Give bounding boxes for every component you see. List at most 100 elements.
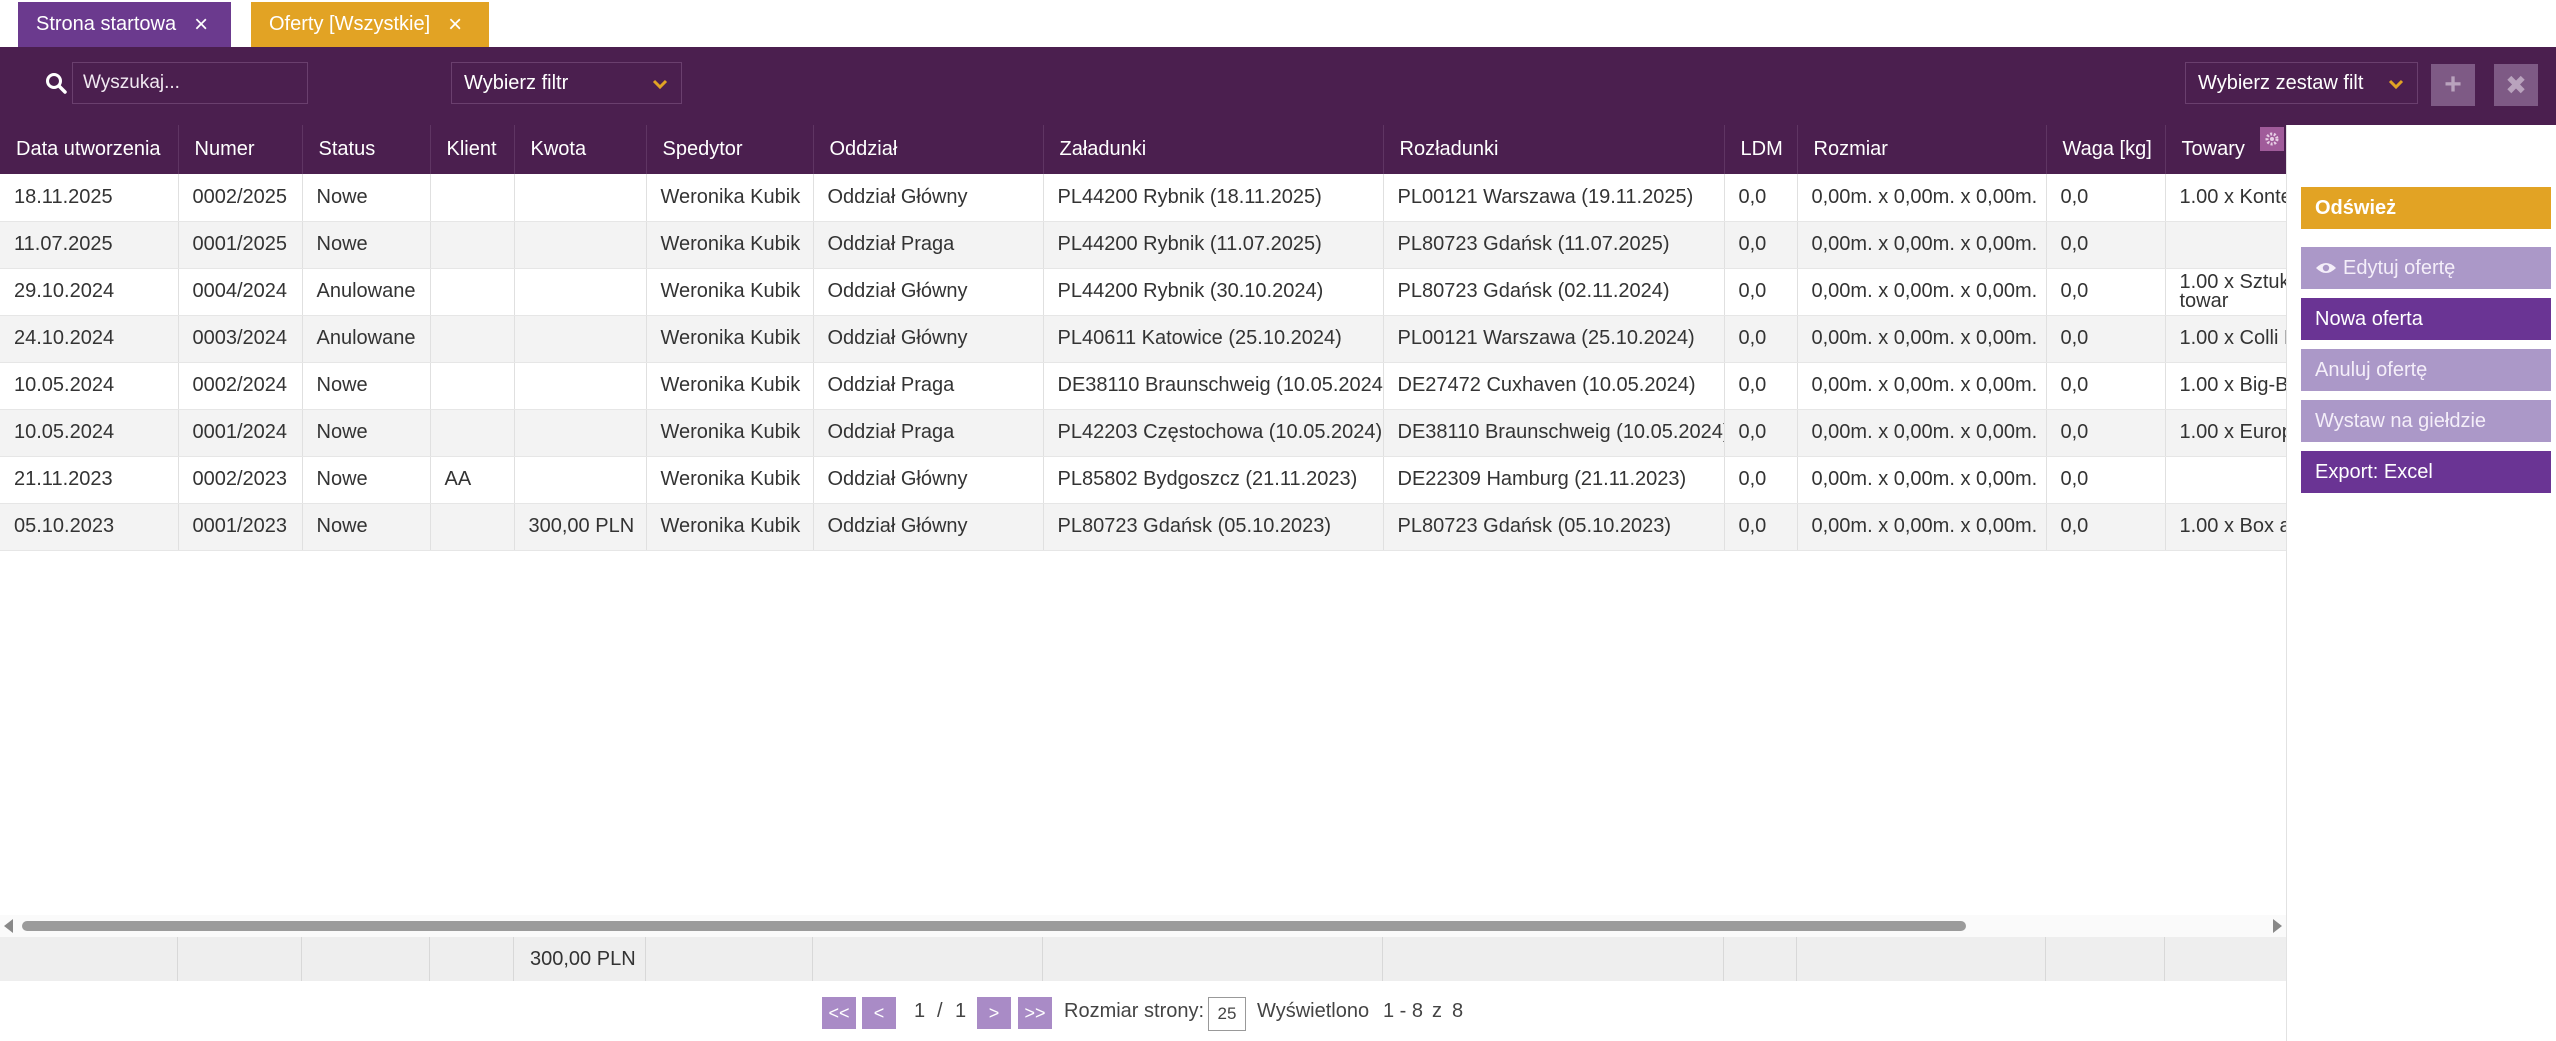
table-cell: 0,00m. x 0,00m. x 0,00m. bbox=[1797, 221, 2047, 269]
table-cell: AA bbox=[430, 456, 515, 504]
table-cell: 10.05.2024 bbox=[0, 362, 179, 410]
table-cell: DE22309 Hamburg (21.11.2023) bbox=[1383, 456, 1725, 504]
table-row[interactable]: 10.05.2024 0002/2024 Nowe Weronika Kubik Odd… bbox=[0, 362, 2286, 410]
column-header[interactable]: Status bbox=[302, 125, 431, 174]
shown-range: 1 - 8 bbox=[1383, 1000, 1424, 1022]
gear-icon[interactable] bbox=[2260, 127, 2284, 151]
column-header[interactable]: LDM bbox=[1724, 125, 1798, 174]
column-header[interactable]: Oddział bbox=[813, 125, 1044, 174]
page-size-input[interactable]: 25 bbox=[1208, 997, 1246, 1031]
tab-bar: Strona startowa × Oferty [Wszystkie] × bbox=[0, 0, 2556, 47]
scrollbar-thumb[interactable] bbox=[22, 921, 1966, 931]
table-cell bbox=[514, 268, 647, 316]
close-icon[interactable]: × bbox=[448, 10, 463, 38]
add-filterset-button[interactable]: + bbox=[2431, 64, 2475, 106]
table-row[interactable]: 05.10.2023 0001/2023 Nowe 300,00 PLN Weronik… bbox=[0, 503, 2286, 551]
chevron-down-icon bbox=[652, 79, 668, 90]
table-cell: 300,00 PLN bbox=[514, 503, 647, 551]
table-cell: 0,0 bbox=[1724, 456, 1798, 504]
actions-panel: Odśwież Edytuj ofertę Nowa oferta Anuluj… bbox=[2286, 125, 2556, 1041]
cancel-offer-label: Anuluj ofertę bbox=[2315, 358, 2428, 381]
table-cell bbox=[430, 221, 515, 269]
table-cell: PL80723 Gdańsk (05.10.2023) bbox=[1383, 503, 1725, 551]
table-cell: 0001/2024 bbox=[178, 409, 303, 457]
table-row[interactable]: 11.07.2025 0001/2025 Nowe Weronika Kubik Odd… bbox=[0, 221, 2286, 269]
table-cell: 1.00 x Sztuki towar bbox=[2165, 268, 2286, 316]
table-cell: Oddział Praga bbox=[813, 362, 1044, 410]
table-cell: 0,00m. x 0,00m. x 0,00m. bbox=[1797, 409, 2047, 457]
next-page-button[interactable]: > bbox=[977, 997, 1011, 1029]
table-cell: Weronika Kubik bbox=[646, 221, 814, 269]
column-header[interactable]: Załadunki bbox=[1043, 125, 1384, 174]
column-header[interactable]: Data utworzenia bbox=[0, 125, 179, 174]
horizontal-scrollbar[interactable] bbox=[0, 915, 2286, 937]
eye-icon bbox=[2316, 263, 2336, 273]
table-cell: 1.00 x Europ bbox=[2165, 409, 2286, 457]
close-icon[interactable]: × bbox=[194, 10, 209, 38]
summary-kwota-total: 300,00 PLN bbox=[530, 948, 636, 970]
table-cell: Weronika Kubik bbox=[646, 315, 814, 363]
summary-cell bbox=[2046, 937, 2165, 981]
column-header[interactable]: Spedytor bbox=[646, 125, 814, 174]
summary-cell bbox=[302, 937, 430, 981]
column-header[interactable]: Kwota bbox=[514, 125, 647, 174]
table-cell: Nowe bbox=[302, 409, 431, 457]
column-header[interactable]: Rozładunki bbox=[1383, 125, 1725, 174]
scroll-right-icon[interactable] bbox=[2273, 919, 2282, 933]
table-cell bbox=[2165, 221, 2286, 269]
column-header[interactable]: Rozmiar bbox=[1797, 125, 2047, 174]
table-row[interactable]: 18.11.2025 0002/2025 Nowe Weronika Kubik Odd… bbox=[0, 174, 2286, 222]
edit-offer-button[interactable]: Edytuj ofertę bbox=[2301, 247, 2551, 289]
table-cell: Weronika Kubik bbox=[646, 503, 814, 551]
publish-exchange-button[interactable]: Wystaw na giełdzie bbox=[2301, 400, 2551, 442]
toolbar: Wybierz filtr Wybierz zestaw filt + ✖ bbox=[0, 47, 2556, 125]
table-row[interactable]: 29.10.2024 0004/2024 Anulowane Weronika Kub… bbox=[0, 268, 2286, 316]
table-cell: Weronika Kubik bbox=[646, 456, 814, 504]
column-header[interactable]: Klient bbox=[430, 125, 515, 174]
table-cell: Oddział Praga bbox=[813, 409, 1044, 457]
table-cell: Nowe bbox=[302, 362, 431, 410]
table-cell: PL80723 Gdańsk (11.07.2025) bbox=[1383, 221, 1725, 269]
page-separator: / bbox=[937, 1000, 943, 1022]
clear-filterset-button[interactable]: ✖ bbox=[2494, 64, 2538, 106]
new-offer-button[interactable]: Nowa oferta bbox=[2301, 298, 2551, 340]
filterset-select[interactable]: Wybierz zestaw filt bbox=[2185, 62, 2418, 104]
shown-of: z bbox=[1432, 1000, 1442, 1022]
table-cell: 0,0 bbox=[2046, 315, 2166, 363]
table-cell: 0002/2024 bbox=[178, 362, 303, 410]
summary-cell bbox=[1797, 937, 2046, 981]
table-cell: PL00121 Warszawa (25.10.2024) bbox=[1383, 315, 1725, 363]
table-cell: 10.05.2024 bbox=[0, 409, 179, 457]
last-page-button[interactable]: >> bbox=[1018, 997, 1052, 1029]
cancel-offer-button[interactable]: Anuluj ofertę bbox=[2301, 349, 2551, 391]
table-cell: Nowe bbox=[302, 456, 431, 504]
table-row[interactable]: 10.05.2024 0001/2024 Nowe Weronika Kubik Odd… bbox=[0, 409, 2286, 457]
table-row[interactable]: 24.10.2024 0003/2024 Anulowane Weronika Kub… bbox=[0, 315, 2286, 363]
table-cell bbox=[514, 409, 647, 457]
prev-page-button[interactable]: < bbox=[862, 997, 896, 1029]
export-excel-button[interactable]: Export: Excel bbox=[2301, 451, 2551, 493]
table-cell bbox=[430, 409, 515, 457]
table-cell: PL42203 Częstochowa (10.05.2024) bbox=[1043, 409, 1384, 457]
table-cell: 0001/2023 bbox=[178, 503, 303, 551]
table-row[interactable]: 21.11.2023 0002/2023 Nowe AA Weronika Kubik O… bbox=[0, 456, 2286, 504]
scroll-left-icon[interactable] bbox=[4, 919, 13, 933]
table-cell: PL40611 Katowice (25.10.2024) bbox=[1043, 315, 1384, 363]
tab-home[interactable]: Strona startowa × bbox=[18, 2, 231, 47]
table-cell: Weronika Kubik bbox=[646, 362, 814, 410]
filterset-select-label: Wybierz zestaw filt bbox=[2198, 71, 2364, 94]
tab-offers[interactable]: Oferty [Wszystkie] × bbox=[251, 2, 489, 47]
summary-cell bbox=[1724, 937, 1797, 981]
column-header[interactable]: Waga [kg] bbox=[2046, 125, 2166, 174]
table-cell: 0,00m. x 0,00m. x 0,00m. bbox=[1797, 362, 2047, 410]
refresh-button[interactable]: Odśwież bbox=[2301, 187, 2551, 229]
first-page-button[interactable]: << bbox=[822, 997, 856, 1029]
current-page: 1 bbox=[914, 1000, 926, 1022]
table-cell: 0,0 bbox=[2046, 456, 2166, 504]
table-cell bbox=[430, 362, 515, 410]
filter-select[interactable]: Wybierz filtr bbox=[451, 62, 682, 104]
table-cell: Anulowane bbox=[302, 268, 431, 316]
search-input[interactable] bbox=[72, 62, 308, 104]
table-cell: 0,00m. x 0,00m. x 0,00m. bbox=[1797, 268, 2047, 316]
column-header[interactable]: Numer bbox=[178, 125, 303, 174]
